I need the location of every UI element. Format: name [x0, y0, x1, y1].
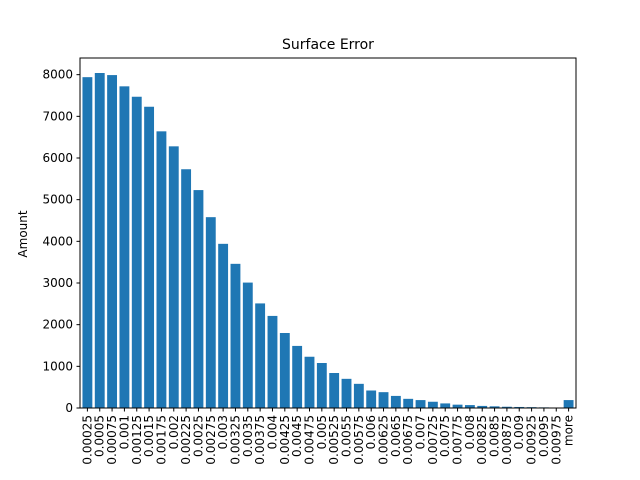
x-tick-label-31: 0.008 [463, 415, 477, 449]
bar-5 [144, 106, 155, 408]
x-tick-label-15: 0.004 [265, 415, 279, 449]
bar-31 [464, 405, 475, 408]
y-tick-label-0: 0 [65, 401, 73, 415]
x-tick-label-8: 0.00225 [179, 415, 193, 465]
bar-14 [255, 303, 266, 408]
bar-28 [427, 401, 438, 408]
y-axis: 0 1000 2000 3000 4000 5000 6000 7000 8000 [42, 68, 80, 415]
x-tick-label-30: 0.00775 [451, 415, 465, 465]
bar-26 [403, 398, 414, 408]
bar-11 [218, 243, 229, 408]
bar-29 [440, 403, 451, 408]
x-tick-label-25: 0.0065 [389, 415, 403, 457]
bar-23 [366, 390, 377, 408]
x-tick-label-18: 0.00475 [302, 415, 316, 465]
x-tick-label-26: 0.00675 [401, 415, 415, 465]
bar-39 [563, 400, 574, 408]
x-tick-label-35: 0.009 [512, 415, 526, 449]
x-tick-label-19: 0.005 [315, 415, 329, 449]
bar-13 [242, 282, 253, 408]
bar-35 [514, 406, 525, 408]
x-tick-label-29: 0.0075 [438, 415, 452, 457]
bar-15 [267, 315, 278, 408]
x-tick-label-16: 0.00425 [278, 415, 292, 465]
x-tick-label-4: 0.00125 [130, 415, 144, 465]
y-tick-label-7: 7000 [42, 109, 73, 123]
y-tick-label-3: 3000 [42, 276, 73, 290]
x-axis: 0.000250.00050.000750.0010.001250.00150.… [80, 408, 576, 465]
chart-title: Surface Error [282, 37, 374, 53]
x-tick-label-13: 0.0035 [241, 415, 255, 457]
x-tick-label-7: 0.002 [167, 415, 181, 449]
bar-6 [156, 131, 167, 409]
bar-9 [193, 190, 204, 408]
x-tick-label-3: 0.001 [117, 415, 131, 449]
bar-7 [168, 146, 179, 409]
x-tick-label-23: 0.006 [364, 415, 378, 449]
bar-27 [415, 400, 426, 408]
x-tick-label-10: 0.00275 [204, 415, 218, 465]
bar-8 [181, 169, 192, 408]
y-tick-label-4: 4000 [42, 234, 73, 248]
x-tick-label-28: 0.00725 [426, 415, 440, 465]
x-tick-label-39: more [562, 415, 576, 446]
x-tick-label-32: 0.00825 [475, 415, 489, 465]
bar-33 [489, 406, 500, 408]
x-tick-label-22: 0.00575 [352, 415, 366, 465]
bar-21 [341, 378, 352, 408]
plot-frame [79, 57, 577, 409]
y-axis-label: Amount [16, 210, 30, 257]
bar-10 [205, 217, 216, 408]
x-tick-label-17: 0.0045 [290, 415, 304, 457]
bar-0 [82, 77, 93, 409]
y-tick-label-2: 2000 [42, 318, 73, 332]
y-tick-label-6: 6000 [42, 151, 73, 165]
y-tick-label-8: 8000 [42, 68, 73, 82]
bar-12 [230, 263, 241, 408]
x-tick-label-6: 0.00175 [154, 415, 168, 465]
bar-19 [316, 363, 327, 408]
x-tick-label-0: 0.00025 [80, 415, 94, 465]
y-tick-label-5: 5000 [42, 193, 73, 207]
bar-30 [452, 404, 463, 408]
bar-4 [131, 96, 142, 408]
x-tick-label-37: 0.0095 [537, 415, 551, 457]
bar-3 [119, 86, 130, 408]
bars-group [82, 73, 574, 409]
bar-20 [329, 373, 340, 408]
bar-2 [107, 75, 118, 408]
x-tick-label-12: 0.00325 [228, 415, 242, 465]
x-tick-label-33: 0.0085 [488, 415, 502, 457]
x-tick-label-38: 0.00975 [549, 415, 563, 465]
x-tick-label-2: 0.00075 [105, 415, 119, 465]
bar-34 [501, 406, 512, 408]
x-tick-label-11: 0.003 [216, 415, 230, 449]
bar-1 [94, 73, 105, 408]
x-tick-label-36: 0.00925 [525, 415, 539, 465]
bar-24 [378, 392, 389, 408]
bar-16 [279, 333, 290, 408]
x-tick-label-21: 0.0055 [340, 415, 354, 457]
bar-18 [304, 356, 315, 408]
bar-17 [292, 345, 303, 408]
bar-25 [390, 395, 401, 408]
x-tick-label-5: 0.0015 [142, 415, 156, 457]
x-tick-label-27: 0.007 [414, 415, 428, 449]
x-tick-label-9: 0.0025 [191, 415, 205, 457]
bar-32 [477, 405, 488, 408]
x-tick-label-14: 0.00375 [253, 415, 267, 465]
x-tick-label-24: 0.00625 [377, 415, 391, 465]
x-tick-label-34: 0.00875 [500, 415, 514, 465]
x-tick-label-20: 0.00525 [327, 415, 341, 465]
y-tick-label-1: 1000 [42, 359, 73, 373]
bar-22 [353, 383, 364, 408]
x-tick-label-1: 0.0005 [93, 415, 107, 457]
